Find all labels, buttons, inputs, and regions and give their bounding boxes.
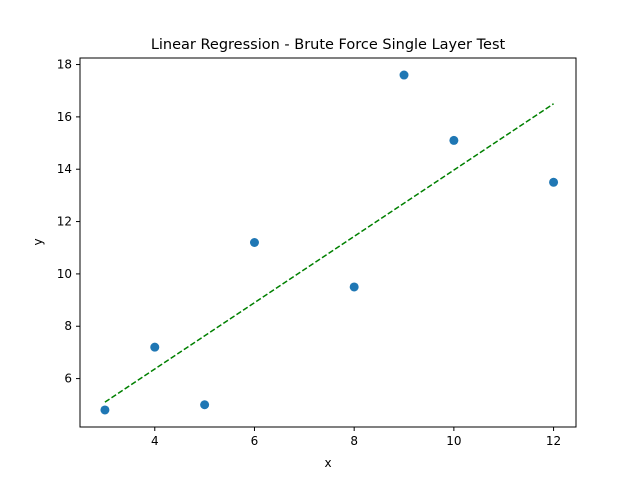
data-point	[200, 400, 210, 410]
data-point	[449, 135, 459, 145]
y-axis-label: y	[31, 238, 45, 245]
data-point	[549, 177, 559, 187]
y-tick-label: 6	[64, 372, 72, 386]
x-axis-label: x	[324, 456, 331, 470]
data-point	[100, 405, 110, 415]
x-tick-label: 6	[251, 434, 259, 448]
y-tick-label: 12	[57, 215, 72, 229]
data-point	[150, 342, 160, 352]
chart-title: Linear Regression - Brute Force Single L…	[151, 37, 506, 53]
data-point	[349, 282, 359, 292]
axes-frame	[79, 57, 577, 428]
x-tick-label: 10	[446, 434, 461, 448]
x-tick-label: 12	[546, 434, 561, 448]
y-tick-label: 10	[57, 267, 72, 281]
data-point	[399, 70, 409, 80]
y-tick-label: 18	[57, 58, 72, 72]
data-point	[249, 238, 259, 247]
x-tick-label: 8	[350, 434, 358, 448]
x-tick-label: 4	[151, 434, 159, 448]
y-tick-label: 14	[57, 162, 72, 176]
plot-area: 4 6 8 10 12 6 8 10 12 14 16 18	[57, 57, 577, 448]
y-tick-label: 8	[64, 319, 72, 333]
y-tick-label: 16	[57, 110, 72, 124]
regression-line	[104, 103, 554, 403]
